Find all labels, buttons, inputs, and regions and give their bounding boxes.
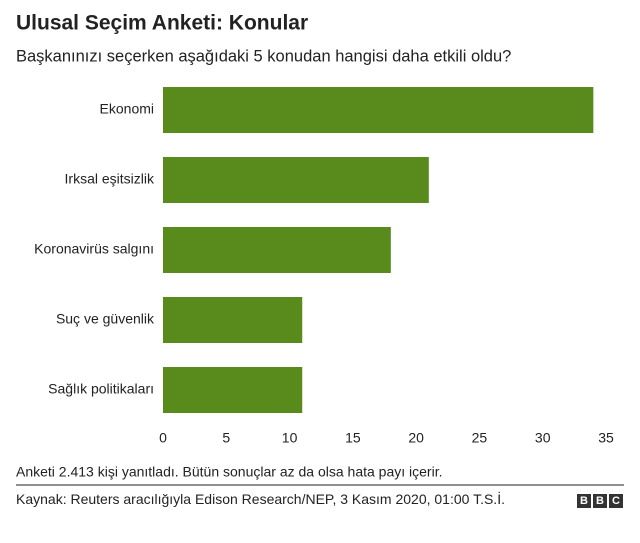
logo-letter: B [593, 494, 607, 508]
source: Kaynak: Reuters aracılığıyla Edison Rese… [16, 491, 505, 507]
y-tick-label: Koronavirüs salgını [34, 241, 154, 257]
y-tick-label: Sağlık politikaları [48, 381, 154, 397]
y-tick-label: Suç ve güvenlik [56, 311, 155, 327]
y-tick-label: Ekonomi [100, 101, 154, 117]
logo-letter: C [609, 494, 623, 508]
bar [163, 297, 303, 343]
logo-letter: B [577, 494, 591, 508]
chart-title: Ulusal Seçim Anketi: Konular [16, 12, 308, 35]
x-tick-label: 25 [472, 430, 488, 446]
x-tick-label: 20 [408, 430, 424, 446]
note: Anketi 2.413 kişi yanıtladı. Bütün sonuç… [16, 464, 442, 480]
x-tick-label: 5 [222, 430, 230, 446]
logo: B B C [577, 494, 623, 508]
y-tick-label: Irksal eşitsizlik [65, 171, 155, 187]
chart-subtitle: Başkanınızı seçerken aşağıdaki 5 konudan… [16, 47, 511, 65]
x-tick-label: 30 [535, 430, 551, 446]
bar [163, 227, 391, 273]
x-tick-label: 35 [598, 430, 614, 446]
x-tick-label: 10 [282, 430, 298, 446]
bar [163, 157, 429, 203]
x-tick-label: 15 [345, 430, 361, 446]
bar [163, 87, 594, 133]
bar [163, 367, 303, 413]
x-tick-label: 0 [159, 430, 167, 446]
